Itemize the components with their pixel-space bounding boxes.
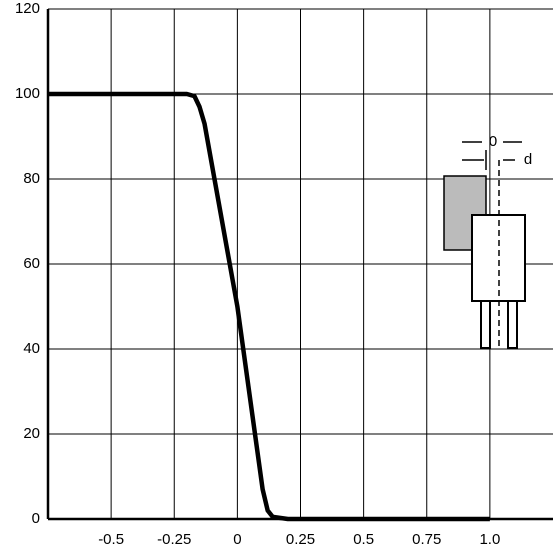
x-tick-label: 0.75 (412, 531, 441, 548)
y-tick-label: 0 (32, 510, 40, 527)
y-tick-label: 80 (23, 170, 40, 187)
component-leg (507, 300, 518, 349)
y-tick-label: 40 (23, 340, 40, 357)
component-leg (480, 300, 491, 349)
x-tick-label: 0 (233, 531, 241, 548)
inset-label: d (524, 151, 532, 168)
x-tick-label: 0.5 (353, 531, 374, 548)
component-body (471, 214, 526, 302)
y-tick-label: 20 (23, 425, 40, 442)
y-tick-label: 100 (15, 85, 40, 102)
x-tick-label: 0.25 (286, 531, 315, 548)
y-tick-label: 60 (23, 255, 40, 272)
inset-label: 0 (489, 133, 497, 150)
data-line (48, 91, 490, 522)
x-tick-label: 1.0 (479, 531, 500, 548)
x-tick-label: -0.5 (98, 531, 124, 548)
inset-diagram (443, 141, 526, 350)
y-tick-label: 120 (15, 0, 40, 17)
x-tick-label: -0.25 (157, 531, 191, 548)
